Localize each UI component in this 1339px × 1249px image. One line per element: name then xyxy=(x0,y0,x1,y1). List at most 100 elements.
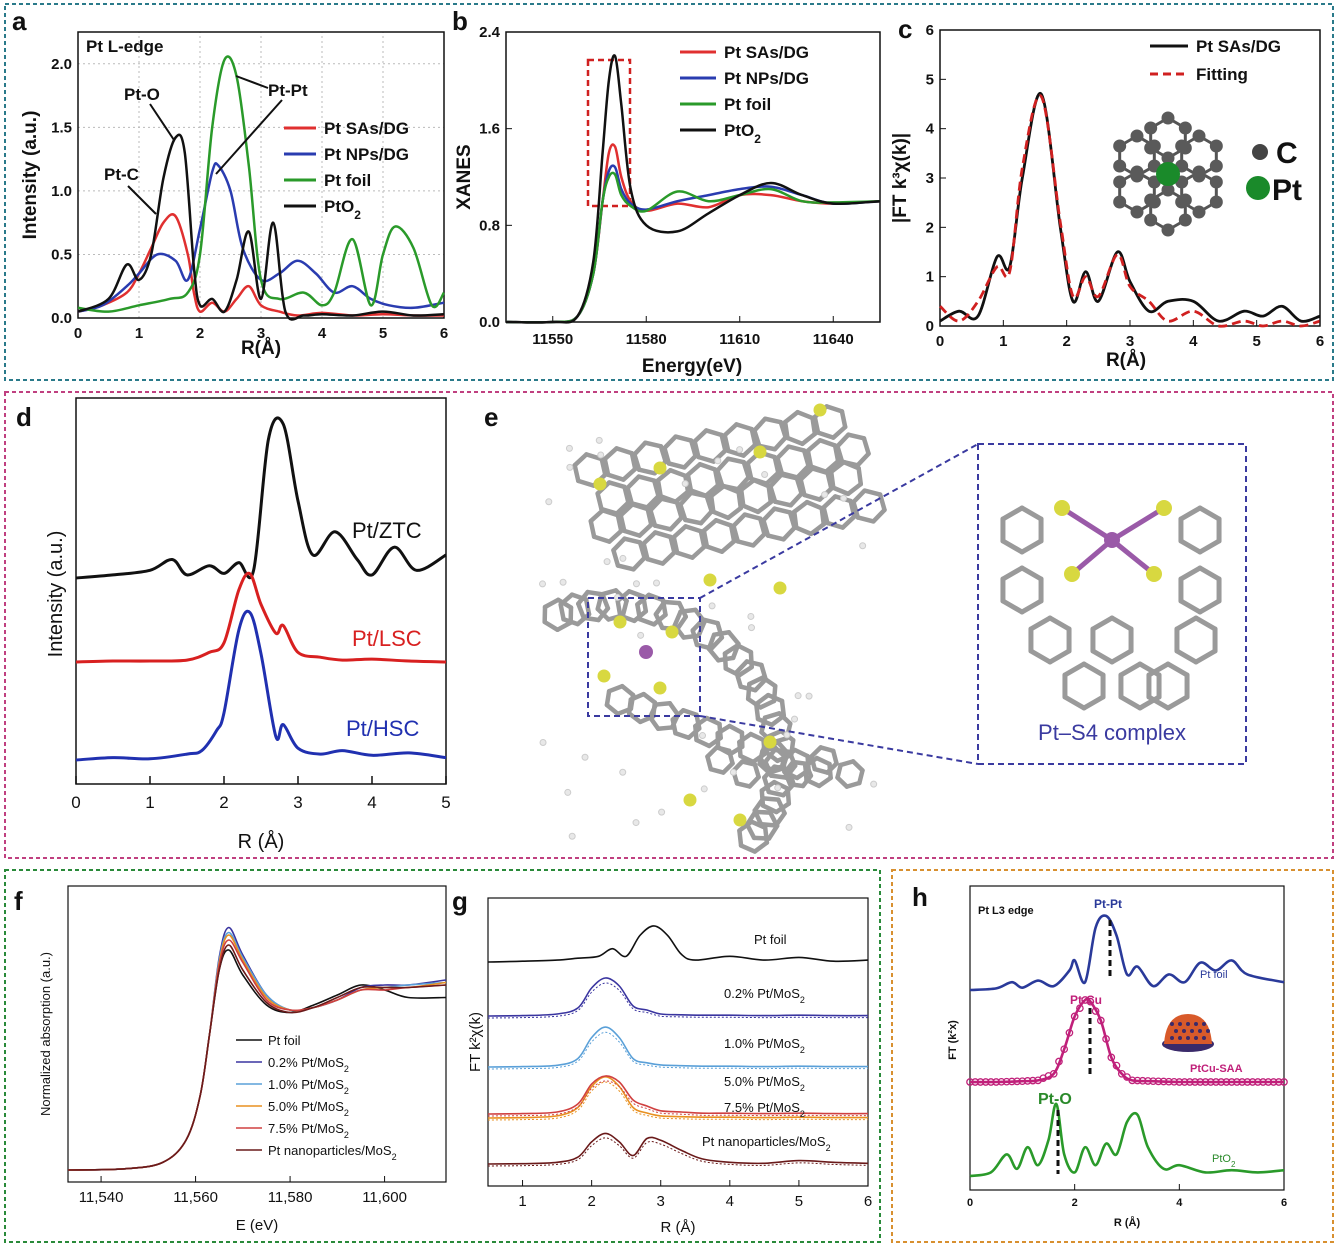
e-bond xyxy=(572,463,581,484)
e-bond xyxy=(704,428,724,438)
e-bond xyxy=(620,598,629,618)
panel-c-series-fitting xyxy=(939,94,1321,328)
e-hydrogen-atom xyxy=(699,732,707,740)
panel-h-annotation-pt-o: Pt-O xyxy=(1038,1091,1072,1108)
e-sulfur-atom xyxy=(593,477,607,491)
panel-h-ptcu-marker xyxy=(1055,1057,1063,1066)
e-bond xyxy=(761,796,781,802)
e-zoom-bond xyxy=(1174,648,1199,665)
e-bond xyxy=(606,683,625,694)
e-bond xyxy=(737,819,754,833)
panel-a-frame xyxy=(77,31,445,319)
e-bond xyxy=(696,454,716,464)
panel-b-xtick: 11580 xyxy=(626,331,667,348)
inset-atom xyxy=(1170,1036,1174,1040)
e-bond xyxy=(576,601,586,620)
e-bond xyxy=(749,426,758,447)
e-bond xyxy=(558,592,575,607)
panel-h-ptcu-marker xyxy=(1128,1076,1137,1085)
e-bond xyxy=(715,456,731,473)
e-bond xyxy=(745,681,752,702)
panel-b-legend-label-pto2: PtO2 xyxy=(724,121,761,146)
e-hydrogen-atom xyxy=(564,788,572,796)
e-bond xyxy=(810,466,830,476)
panel-h-xtick: 0 xyxy=(967,1197,973,1209)
e-bond xyxy=(728,523,737,544)
e-bond xyxy=(672,609,683,628)
inset-carbon-atom xyxy=(1161,223,1175,237)
panel-c-series xyxy=(939,92,1321,328)
e-hydrogen-atom xyxy=(619,554,627,562)
e-hydrogen-atom xyxy=(794,692,802,700)
panel-d-ticks: 0 1 2 3 4 5 xyxy=(71,776,451,812)
panel-c-ytick: 2 xyxy=(926,219,934,236)
panel-h-ptcu-marker xyxy=(1264,1078,1273,1086)
e-bond xyxy=(810,415,818,437)
inset-carbon-atom xyxy=(1161,151,1175,165)
panel-f-legend-label-pt-nanoparticles-mos2: Pt nanoparticles/MoS2 xyxy=(268,1143,397,1162)
e-bond xyxy=(674,550,695,560)
annotation-pt-o: Pt-O xyxy=(124,85,160,104)
e-bond xyxy=(725,505,744,521)
panel-label-e: e xyxy=(484,402,498,432)
e-bond xyxy=(731,512,748,529)
e-bond xyxy=(738,487,746,508)
e-bond xyxy=(600,508,621,518)
e-bond xyxy=(753,809,773,815)
e-bond xyxy=(584,452,604,462)
panel-d-series-pt-ztc xyxy=(75,416,447,580)
panel-h-annotation-pt-pt: Pt-Pt xyxy=(1094,897,1122,911)
inset-carbon-atom xyxy=(1130,129,1144,143)
panel-h-ptcu-marker xyxy=(1259,1078,1267,1086)
e-zoom-bond xyxy=(1165,661,1190,678)
panel-b-frame xyxy=(505,31,881,323)
e-bond xyxy=(632,452,642,472)
e-bond xyxy=(734,422,755,432)
panel-h-ptcu-marker xyxy=(1180,1078,1189,1086)
e-bond xyxy=(817,438,838,448)
e-hydrogen-atom xyxy=(714,457,722,465)
e-bond xyxy=(877,492,887,513)
panel-g-series-pt-foil xyxy=(487,925,869,963)
e-hydrogen-atom xyxy=(539,739,547,747)
e-bond xyxy=(711,630,732,637)
e-bond xyxy=(615,563,636,572)
e-zoom-pt-s-bond xyxy=(1110,505,1166,543)
e-bond xyxy=(625,474,642,491)
e-bond xyxy=(762,416,784,425)
e-bond xyxy=(614,446,635,456)
e-zoom-sulfur-atom xyxy=(1064,566,1080,582)
e-bond xyxy=(719,539,737,554)
panel-d-series-pt-hsc xyxy=(75,609,447,762)
e-hydrogen-atom xyxy=(566,463,574,471)
e-bond xyxy=(641,541,650,562)
e-bond xyxy=(711,509,731,521)
section-border-bottom-left xyxy=(4,869,881,1243)
e-zoom-bond xyxy=(1090,648,1115,665)
e-hydrogen-atom xyxy=(774,784,782,792)
panel-b-xlabel: Energy(eV) xyxy=(642,356,742,377)
section-border-bottom-right xyxy=(891,869,1334,1243)
e-bond xyxy=(776,797,787,816)
panel-g-series xyxy=(487,925,869,1167)
panel-h-ptcu-marker xyxy=(976,1078,985,1086)
e-bond xyxy=(604,688,612,708)
panel-h-ptcu-marker xyxy=(1248,1078,1257,1086)
e-zoom-bond xyxy=(1118,661,1143,678)
e-hydrogen-atom xyxy=(632,819,640,827)
panel-b-xtick: 11640 xyxy=(813,331,854,348)
panel-h-ptcu-marker xyxy=(1280,1078,1288,1086)
panel-h-ptcu-marker xyxy=(997,1077,1006,1086)
e-bond xyxy=(736,664,754,678)
panel-g-fit-5-0-pt-mos2 xyxy=(487,1081,869,1121)
e-bond xyxy=(561,616,580,627)
panel-h-ptcu-marker xyxy=(1070,1012,1079,1021)
e-bond xyxy=(734,670,744,689)
e-zoom-bond xyxy=(1174,615,1199,632)
e-bond xyxy=(768,484,778,504)
e-hydrogen-atom xyxy=(821,491,829,499)
panel-g-series-pt-nanoparticles-mos2 xyxy=(487,1132,869,1165)
panel-e-zoom-source-box xyxy=(587,597,701,717)
e-bond xyxy=(671,524,688,540)
e-bond xyxy=(800,431,818,447)
